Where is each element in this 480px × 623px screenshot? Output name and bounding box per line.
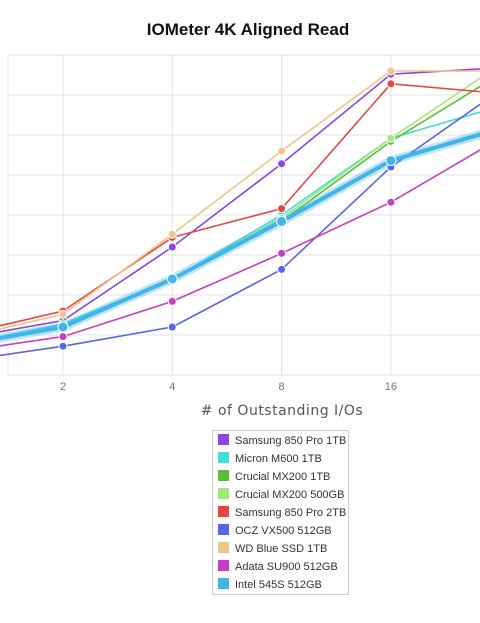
x-tick-label: 16	[385, 381, 397, 393]
legend-swatch	[218, 434, 229, 445]
legend-entry: Intel 545S 512GB	[235, 579, 322, 591]
series-points	[57, 66, 397, 351]
data-point	[277, 248, 287, 258]
series-line	[0, 132, 480, 341]
data-point	[386, 133, 396, 143]
data-point	[166, 273, 178, 285]
data-point	[277, 204, 287, 214]
data-point	[167, 229, 177, 239]
legend-entry: Samsung 850 Pro 2TB	[235, 507, 346, 519]
legend-swatch	[218, 542, 229, 553]
data-point	[277, 146, 287, 156]
data-point	[58, 341, 68, 351]
x-tick-label: 4	[169, 381, 175, 393]
chart-title: IOMeter 4K Aligned Read	[147, 20, 349, 39]
legend-swatch	[218, 578, 229, 589]
x-axis-ticks: 2 4 8 16	[60, 381, 397, 393]
series-line	[0, 68, 480, 333]
legend-swatch	[218, 488, 229, 499]
data-point	[167, 296, 177, 306]
x-axis-label: # of Outstanding I/Os	[201, 403, 363, 419]
grid	[7, 54, 480, 376]
legend-entry: Crucial MX200 500GB	[235, 489, 344, 501]
data-point	[386, 79, 396, 89]
legend-swatch	[218, 452, 229, 463]
series-lines	[0, 68, 480, 357]
series-line	[0, 149, 480, 347]
data-point	[386, 66, 396, 76]
data-point	[277, 159, 287, 169]
legend-entry: Adata SU900 512GB	[235, 561, 338, 573]
series-line	[0, 83, 480, 327]
legend-swatch	[218, 524, 229, 535]
data-point	[167, 322, 177, 332]
series-line	[0, 111, 480, 338]
series-line	[0, 70, 480, 330]
data-point	[58, 309, 68, 319]
legend-box	[212, 430, 349, 595]
series-line	[0, 77, 480, 338]
legend-entry: Micron M600 1TB	[235, 453, 322, 465]
data-point	[385, 155, 397, 167]
data-point	[277, 264, 287, 274]
x-tick-label: 2	[60, 381, 66, 393]
legend-entry: OCZ VX500 512GB	[235, 525, 332, 537]
data-point	[386, 197, 396, 207]
legend-swatch	[218, 560, 229, 571]
series-halo	[0, 129, 480, 343]
data-point	[276, 215, 288, 227]
legend: Samsung 850 Pro 1TB Micron M600 1TB Crucia…	[212, 430, 349, 595]
legend-entry: Crucial MX200 1TB	[235, 471, 330, 483]
data-point	[58, 332, 68, 342]
legend-swatch	[218, 470, 229, 481]
legend-swatch	[218, 506, 229, 517]
x-tick-label: 8	[279, 381, 285, 393]
legend-entry: WD Blue SSD 1TB	[235, 543, 327, 555]
data-point	[57, 321, 69, 333]
data-point	[167, 242, 177, 252]
legend-entry: Samsung 850 Pro 1TB	[235, 435, 346, 447]
